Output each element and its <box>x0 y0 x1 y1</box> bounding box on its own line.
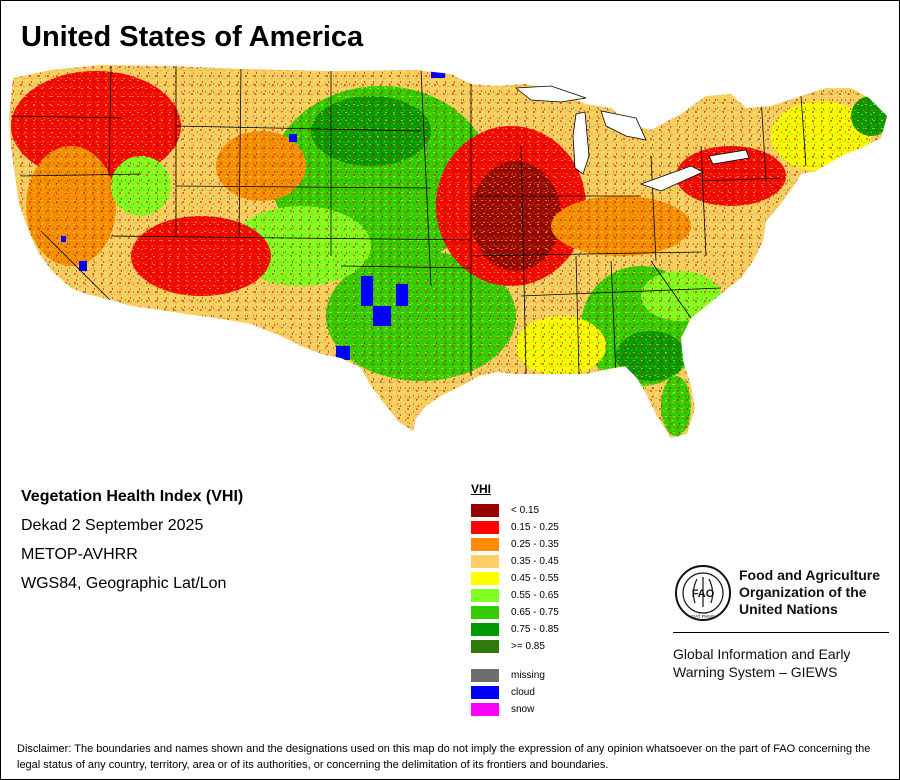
divider <box>673 632 889 633</box>
fao-name-line1: Food and Agriculture <box>739 567 881 583</box>
legend-class-row: 0.35 - 0.45 <box>471 553 559 570</box>
giews-line2: Warning System – GIEWS <box>673 664 838 680</box>
legend-class-label: 0.25 - 0.35 <box>511 539 559 550</box>
legend-class-label: 0.45 - 0.55 <box>511 573 559 584</box>
legend-class-row: 0.45 - 0.55 <box>471 570 559 587</box>
legend-class-swatch <box>471 623 499 636</box>
sensor-name: METOP-AVHRR <box>21 546 138 563</box>
legend-special-row: cloud <box>471 684 559 701</box>
fao-name-line3: United Nations <box>739 601 838 617</box>
vhi-legend: VHI < 0.15 0.15 - 0.25 0.25 - 0.35 0.35 - 0… <box>471 482 559 718</box>
legend-class-swatch <box>471 504 499 517</box>
legend-class-row: 0.65 - 0.75 <box>471 604 559 621</box>
legend-special-label: missing <box>511 670 545 681</box>
dekad-date: Dekad 2 September 2025 <box>21 517 204 534</box>
fao-emblem-motto: FIAT PANIS <box>691 614 715 619</box>
legend-class-row: 0.25 - 0.35 <box>471 536 559 553</box>
giews-name: Global Information and Early Warning Sys… <box>673 645 893 681</box>
legend-class-swatch <box>471 555 499 568</box>
legend-class-label: 0.35 - 0.45 <box>511 556 559 567</box>
map-title: United States of America <box>21 21 364 53</box>
cloud-patches <box>61 70 445 360</box>
legend-class-swatch <box>471 640 499 653</box>
legend-class-label: 0.15 - 0.25 <box>511 522 559 533</box>
fao-emblem-letters: FAO <box>692 588 715 600</box>
disclaimer: Disclaimer: The boundaries and names sho… <box>17 743 871 771</box>
legend-class-label: >= 0.85 <box>511 641 545 652</box>
legend-class-swatch <box>471 521 499 534</box>
legend-class-swatch <box>471 589 499 602</box>
giews-line1: Global Information and Early <box>673 646 851 662</box>
fao-name: Food and Agriculture Organization of the… <box>739 567 880 618</box>
state-boundaries <box>10 65 807 376</box>
legend-class-swatch <box>471 538 499 551</box>
fao-name-line2: Organization of the <box>739 584 867 600</box>
legend-class-swatch <box>471 572 499 585</box>
legend-class-row: < 0.15 <box>471 502 559 519</box>
projection-info: WGS84, Geographic Lat/Lon <box>21 575 227 592</box>
great-lakes <box>514 85 750 192</box>
legend-special-swatch <box>471 669 499 682</box>
legend-class-label: < 0.15 <box>511 505 540 516</box>
legend-classes: < 0.15 0.15 - 0.25 0.25 - 0.35 0.35 - 0.45 0… <box>471 502 559 655</box>
legend-class-label: 0.75 - 0.85 <box>511 624 559 635</box>
legend-title: VHI <box>471 482 492 496</box>
index-name: Vegetation Health Index (VHI) <box>21 488 244 505</box>
legend-class-row: 0.75 - 0.85 <box>471 621 559 638</box>
legend-special-row: snow <box>471 701 559 718</box>
map-info: Vegetation Health Index (VHI) Dekad 2 Se… <box>21 488 243 604</box>
legend-class-label: 0.65 - 0.75 <box>511 607 559 618</box>
fao-emblem-icon: FAO FIAT PANIS <box>675 565 731 621</box>
legend-class-row: 0.55 - 0.65 <box>471 587 559 604</box>
legend-special-label: snow <box>511 704 535 715</box>
legend-special: missing cloud snow <box>471 667 559 718</box>
vhi-map <box>9 65 887 438</box>
legend-special-swatch <box>471 703 499 716</box>
legend-special-swatch <box>471 686 499 699</box>
legend-class-row: 0.15 - 0.25 <box>471 519 559 536</box>
legend-class-label: 0.55 - 0.65 <box>511 590 559 601</box>
legend-special-row: missing <box>471 667 559 684</box>
legend-special-label: cloud <box>511 687 535 698</box>
legend-class-swatch <box>471 606 499 619</box>
legend-class-row: >= 0.85 <box>471 638 559 655</box>
